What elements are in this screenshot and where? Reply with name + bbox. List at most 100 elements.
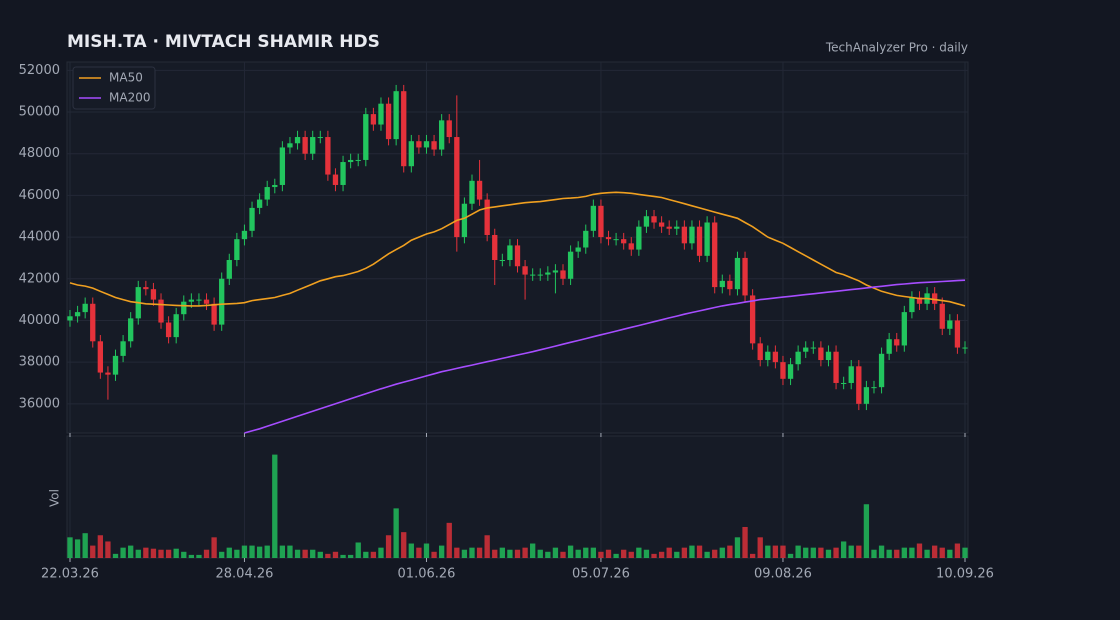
volume-bar <box>712 549 718 558</box>
candle-body <box>962 347 968 349</box>
candle-body <box>742 257 748 296</box>
volume-bar <box>469 547 475 558</box>
volume-bar <box>393 508 399 558</box>
candle-body <box>803 347 809 352</box>
legend-label: MA200 <box>109 91 150 105</box>
candle-body <box>757 343 763 361</box>
volume-bar <box>954 543 961 558</box>
volume-label: Vol <box>48 489 62 507</box>
volume-bar <box>355 542 361 558</box>
volume-bar <box>401 532 407 558</box>
candle-body <box>787 364 794 379</box>
volume-bar <box>226 547 232 558</box>
candle-body <box>598 205 604 238</box>
volume-bar <box>438 545 445 558</box>
candle-body <box>476 180 483 200</box>
candle-body <box>256 199 263 208</box>
y-tick-label: 52000 <box>19 63 60 78</box>
candle-body <box>128 318 134 342</box>
candle-body <box>537 274 543 276</box>
volume-bar <box>256 546 263 558</box>
volume-bar <box>742 526 748 558</box>
candle-body <box>378 103 384 125</box>
candle-body <box>423 141 430 148</box>
volume-bar <box>181 551 187 558</box>
x-tick-label: 01.06.26 <box>398 567 456 582</box>
candle-body <box>355 159 361 161</box>
candle-body <box>605 237 612 240</box>
volume-bar <box>598 551 604 558</box>
volume-bar <box>916 543 923 558</box>
volume-bar <box>825 549 832 558</box>
legend-label: MA50 <box>109 71 143 85</box>
volume-bar <box>196 554 202 558</box>
volume-bar <box>165 549 172 558</box>
volume-bar <box>567 545 574 558</box>
volume-bar <box>378 547 384 558</box>
volume-bar <box>82 533 88 558</box>
volume-bar <box>947 549 953 558</box>
y-tick-label: 40000 <box>19 313 60 328</box>
volume-bar <box>279 545 286 558</box>
candle-body <box>545 272 551 275</box>
candle-body <box>621 239 627 244</box>
candle-body <box>643 216 650 227</box>
volume-bar <box>772 545 779 558</box>
candle-body <box>954 320 961 348</box>
volume-bar <box>575 549 581 558</box>
candle-body <box>674 226 680 229</box>
legend: MA50 MA200 <box>72 66 156 110</box>
volume-bar <box>188 554 195 558</box>
volume-bar <box>613 553 619 558</box>
candle-body <box>583 230 589 248</box>
candle-body <box>454 137 460 238</box>
volume-bar <box>310 549 316 558</box>
x-tick-label: 28.04.26 <box>216 567 274 582</box>
volume-bar <box>545 551 551 558</box>
volume-bar <box>461 549 468 558</box>
candle-body <box>522 266 528 275</box>
volume-bar <box>325 553 331 558</box>
volume-bar <box>340 554 346 558</box>
candle-body <box>704 222 710 256</box>
x-tick-label: 10.09.26 <box>936 567 994 582</box>
volume-bar <box>848 545 854 558</box>
candle-body <box>438 120 445 150</box>
volume-bar <box>605 549 612 558</box>
candle-body <box>658 222 665 227</box>
volume-bar <box>719 547 725 558</box>
candle-body <box>173 314 179 338</box>
candle-body <box>825 351 832 361</box>
volume-bar <box>643 549 650 558</box>
volume-bar <box>757 537 763 558</box>
volume-bar <box>507 549 513 558</box>
volume-bar <box>871 549 877 558</box>
moving-average-line <box>244 279 966 434</box>
volume-bar <box>696 545 703 558</box>
candle-body <box>734 257 741 290</box>
candle-body <box>105 372 111 375</box>
candle-body <box>203 299 210 304</box>
candle-body <box>530 274 536 276</box>
moving-average-line <box>69 191 966 307</box>
candle-body <box>264 187 270 200</box>
volume-bar <box>681 547 688 558</box>
volume-bar <box>219 551 225 558</box>
volume-panel <box>66 435 969 559</box>
volume-bar <box>651 553 657 558</box>
volume-bar <box>120 547 126 558</box>
candle-body <box>772 351 779 363</box>
candle-body <box>469 180 475 204</box>
candle-body <box>67 316 73 321</box>
candle-body <box>840 382 847 384</box>
candle-body <box>484 199 490 235</box>
candle-body <box>909 297 915 313</box>
candle-body <box>340 162 346 185</box>
candle-body <box>636 226 642 250</box>
y-tick-label: 44000 <box>19 230 60 245</box>
volume-bar <box>416 547 422 558</box>
candle-body <box>795 351 801 365</box>
volume-bar <box>514 549 521 558</box>
candle-body <box>401 91 407 167</box>
